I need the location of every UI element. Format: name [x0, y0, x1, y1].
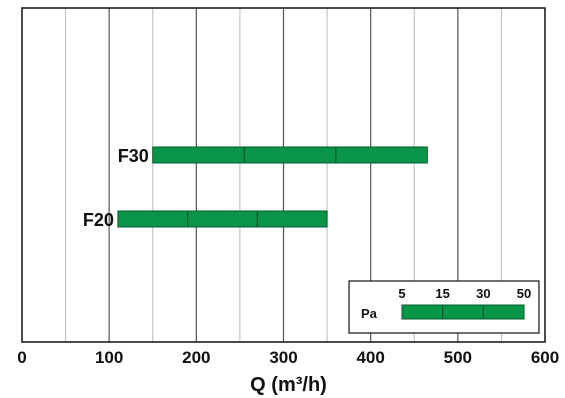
series-label: F30: [118, 146, 149, 166]
x-tick-label: 100: [95, 348, 123, 367]
legend-unit: Pa: [361, 306, 378, 321]
x-tick-label: 300: [269, 348, 297, 367]
legend: Pa 5 15 30 50: [348, 280, 540, 334]
x-tick-labels: 0 100 200 300 400 500 600: [17, 348, 559, 367]
range-bars: F30 F20: [83, 146, 428, 230]
legend-level-label: 5: [398, 286, 405, 301]
range-bar: [152, 146, 428, 164]
x-tick-label: 0: [17, 348, 26, 367]
x-tick-label: 500: [444, 348, 472, 367]
x-tick-label: 400: [356, 348, 384, 367]
x-tick-label: 200: [182, 348, 210, 367]
series-label: F20: [83, 210, 114, 230]
legend-level-label: 30: [476, 286, 490, 301]
x-tick-label: 600: [531, 348, 559, 367]
legend-level-label: 15: [435, 286, 449, 301]
legend-bar: [401, 304, 525, 320]
range-bar: [117, 210, 328, 228]
range-bar-f30: F30: [118, 146, 428, 166]
plot-frame: [21, 7, 546, 343]
legend-level-label: 50: [517, 286, 531, 301]
x-axis-title: Q (m³/h): [250, 374, 327, 396]
range-bar-f20: F20: [83, 210, 328, 230]
